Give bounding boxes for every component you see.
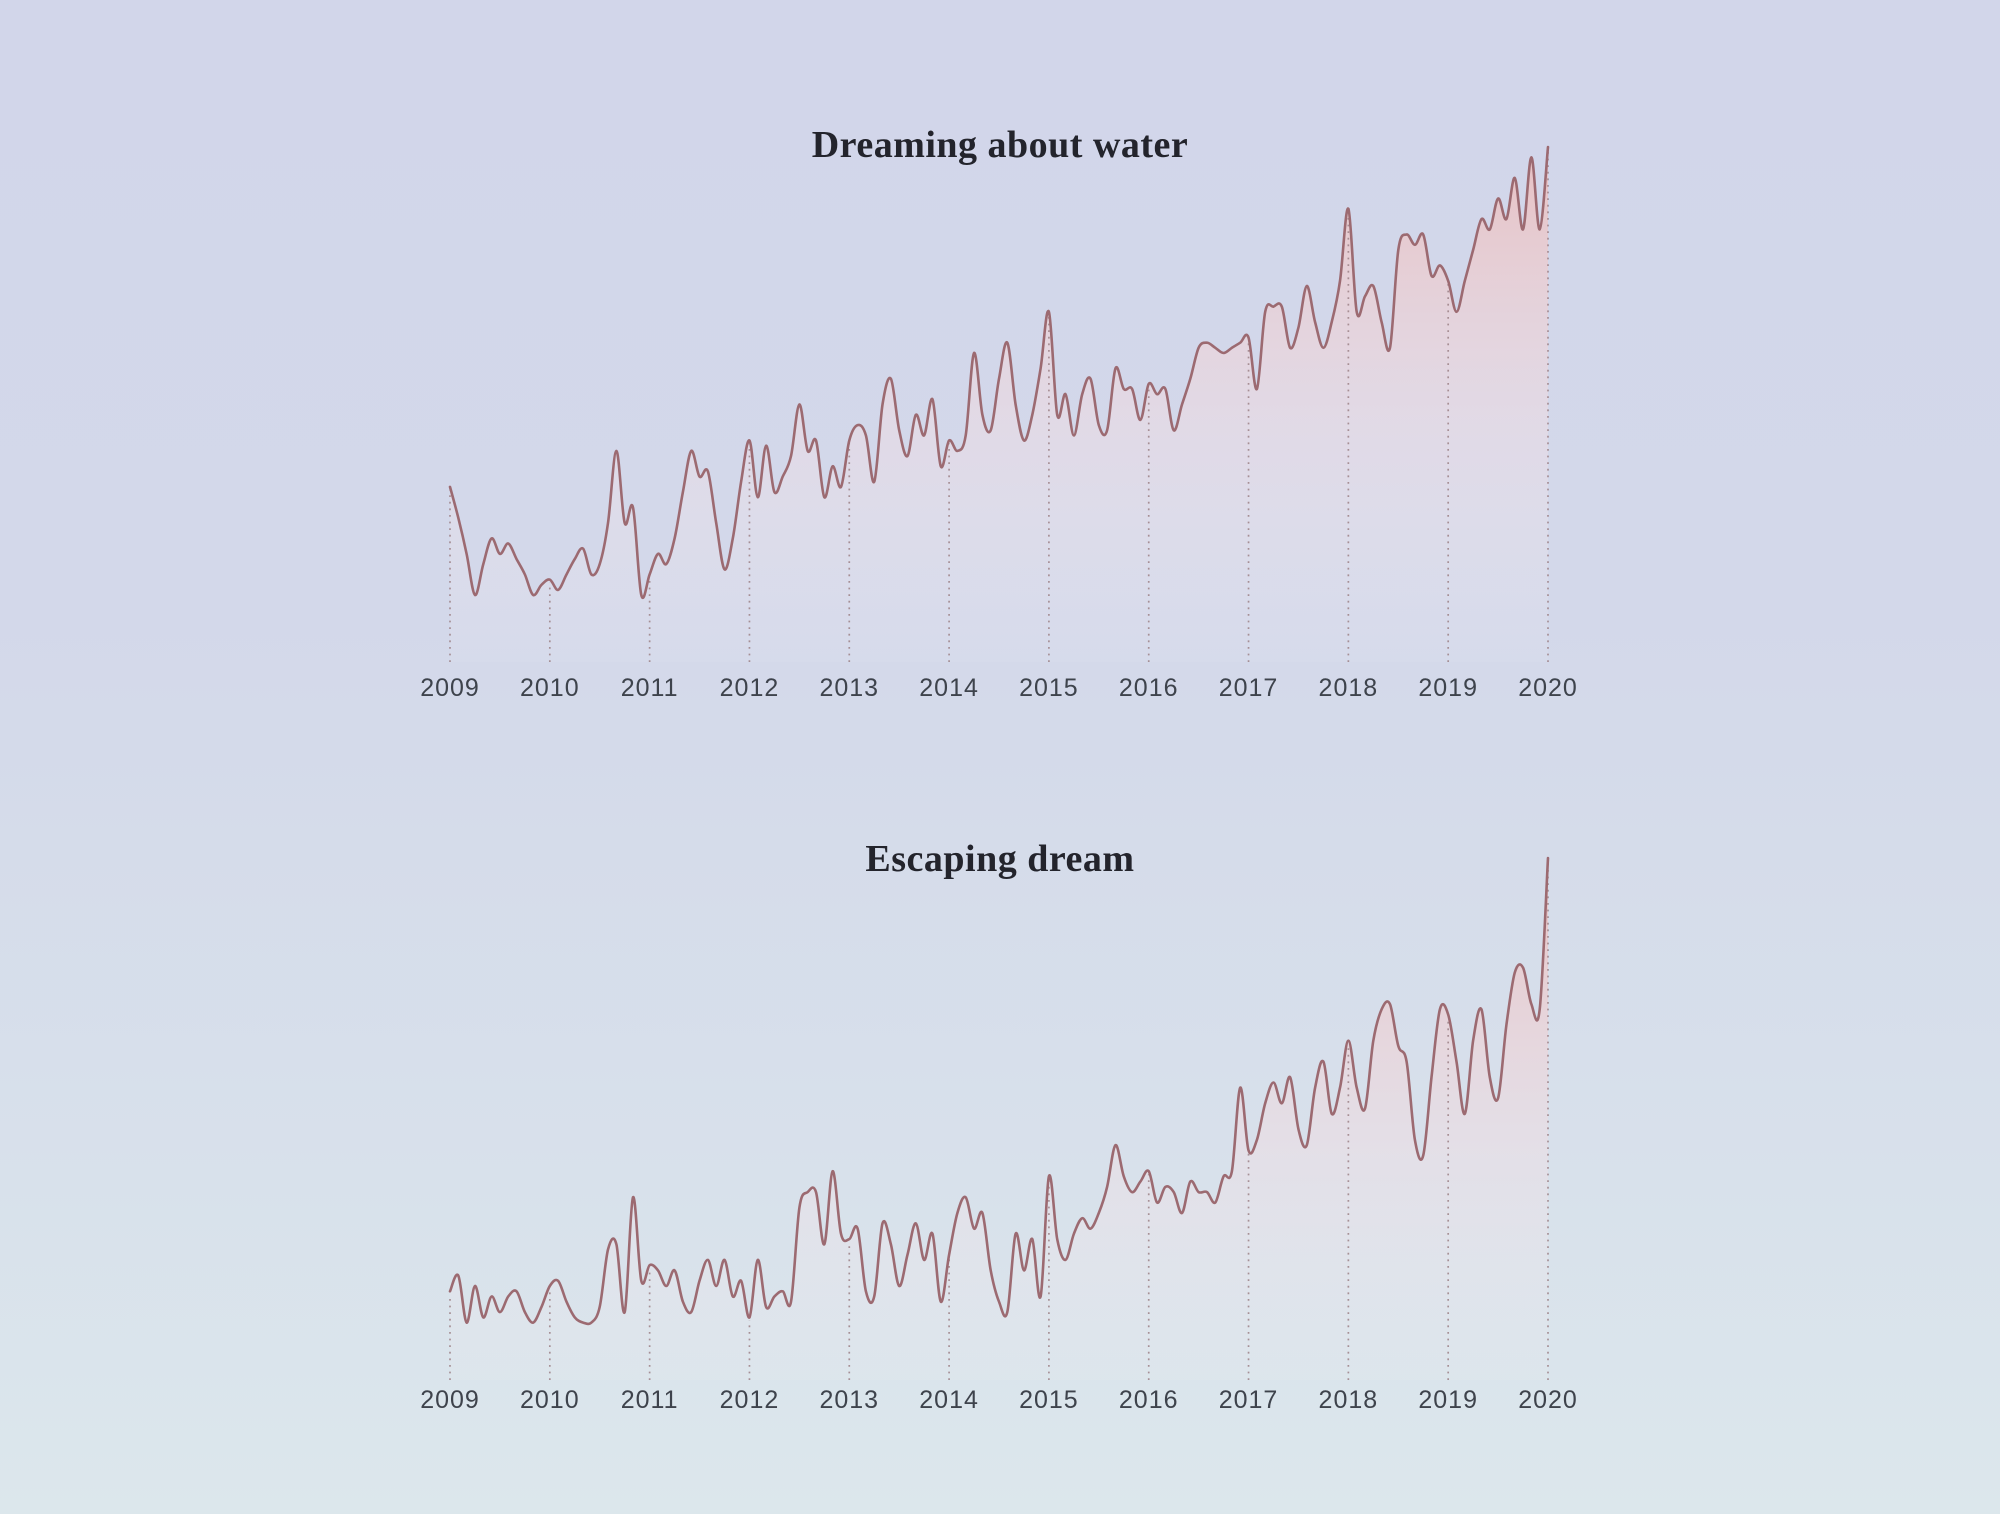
year-label: 2015	[1019, 1386, 1079, 1414]
year-label: 2019	[1418, 674, 1478, 702]
year-label: 2012	[720, 674, 780, 702]
area-fill	[450, 858, 1548, 1380]
year-label: 2010	[520, 1386, 580, 1414]
year-label: 2011	[621, 1386, 679, 1414]
year-label: 2009	[420, 674, 480, 702]
year-label: 2014	[919, 1386, 979, 1414]
year-label: 2016	[1119, 1386, 1179, 1414]
chart-title-dreaming-about-water: Dreaming about water	[811, 123, 1189, 166]
chart-title-escaping-dream: Escaping dream	[865, 837, 1135, 880]
year-label: 2016	[1119, 674, 1179, 702]
year-label: 2015	[1019, 674, 1079, 702]
year-label: 2011	[621, 674, 679, 702]
trend-line	[448, 145, 1550, 599]
year-label: 2018	[1319, 1386, 1379, 1414]
year-label: 2012	[720, 1386, 780, 1414]
year-label: 2019	[1418, 1386, 1478, 1414]
year-label: 2010	[520, 674, 580, 702]
year-label: 2017	[1219, 1386, 1279, 1414]
year-label: 2017	[1219, 674, 1279, 702]
year-label: 2014	[919, 674, 979, 702]
year-label: 2013	[819, 1386, 879, 1414]
trend-line	[448, 856, 1550, 1326]
area-fill	[450, 147, 1548, 662]
year-label: 2009	[420, 1386, 480, 1414]
year-label: 2020	[1518, 1386, 1578, 1414]
year-label: 2020	[1518, 674, 1578, 702]
year-label: 2018	[1319, 674, 1379, 702]
escaping-dream-chart: 2009 2010 2011 2012 2013 2014 2015 2016 2017 2018…	[420, 856, 1578, 1414]
year-label: 2013	[819, 674, 879, 702]
dreaming-about-water-chart: 2009 2010 2011 2012 2013 2014 2015 2016 2017 2018…	[420, 145, 1578, 702]
